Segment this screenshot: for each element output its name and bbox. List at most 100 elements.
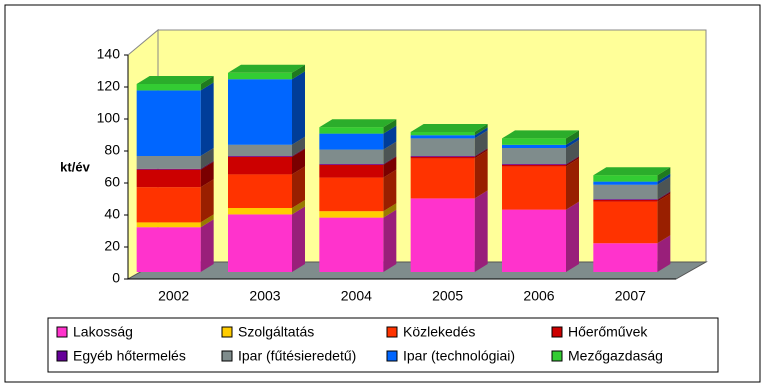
legend-label: Ipar (technológiai): [403, 348, 515, 364]
bar-segment: [502, 209, 566, 272]
bar-segment: [136, 222, 201, 228]
x-tick-label: 2005: [432, 288, 463, 304]
bar-side: [383, 119, 397, 134]
bar-segment: [593, 200, 658, 202]
bar-side: [200, 160, 214, 170]
bar-side: [657, 173, 671, 185]
bar-segment: [319, 211, 384, 218]
bar-segment: [593, 184, 658, 200]
bar-side: [474, 148, 488, 157]
bar-segment: [410, 138, 475, 156]
y-tick-label: 80: [104, 142, 120, 158]
y-tick-label: 20: [104, 238, 120, 254]
bar-segment: [319, 164, 384, 165]
y-tick-label: 0: [112, 270, 120, 286]
legend-label: Lakosság: [73, 324, 133, 340]
y-tick-label: 40: [104, 206, 120, 222]
bar-side: [383, 209, 397, 272]
bar-side: [566, 130, 579, 145]
legend-swatch: [56, 326, 68, 338]
bar-segment: [410, 132, 475, 136]
bar-side: [292, 148, 305, 157]
bar-segment: [228, 144, 292, 156]
bar-side: [292, 64, 305, 80]
bar-segment: [410, 135, 475, 139]
bar-segment: [410, 156, 475, 157]
bar-segment: [410, 198, 475, 272]
bar-segment: [593, 243, 658, 272]
bar-segment: [228, 214, 292, 272]
bar-side: [383, 156, 397, 165]
bar-segment: [593, 175, 658, 182]
bar-segment: [228, 72, 292, 80]
bar-side: [657, 235, 671, 272]
bar-segment: [228, 156, 292, 175]
bar-segment: [228, 174, 292, 208]
legend-swatch: [386, 326, 398, 338]
bar-side: [474, 130, 488, 156]
legend-label: Mezőgazdaság: [568, 348, 663, 364]
x-tick-label: 2004: [341, 288, 372, 304]
bar-segment: [228, 79, 292, 145]
bar-side: [566, 156, 579, 167]
bar-segment: [136, 156, 201, 169]
bar-segment: [410, 156, 475, 159]
bar-side: [383, 156, 397, 178]
legend: [47, 317, 719, 373]
bar-side: [657, 193, 671, 244]
bar-segment: [502, 164, 566, 165]
bar-segment: [319, 217, 384, 272]
bar-side: [474, 127, 488, 139]
bar-top: [136, 76, 214, 84]
bar-segment: [228, 156, 292, 157]
bar-top: [410, 124, 488, 132]
bar-side: [657, 167, 671, 182]
bar-segment: [593, 181, 658, 185]
y-axis-label: kt/év: [60, 159, 90, 174]
bar-segment: [319, 164, 384, 178]
legend-swatch: [221, 326, 233, 338]
x-tick-label: 2006: [523, 288, 554, 304]
y-tick-label: 100: [97, 110, 121, 126]
bar-side: [292, 136, 305, 156]
legend-swatch: [221, 350, 233, 362]
bar-side: [200, 219, 214, 272]
legend-swatch: [551, 350, 563, 362]
bar-side: [200, 179, 214, 223]
bar-side: [383, 125, 397, 150]
bar-side: [292, 206, 305, 272]
bar-segment: [502, 144, 566, 148]
bar-side: [383, 169, 397, 212]
bar-side: [474, 190, 488, 272]
bar-side: [657, 192, 671, 202]
x-tick-label: 2007: [615, 288, 646, 304]
bar-segment: [410, 158, 475, 199]
bar-side: [200, 148, 214, 169]
bar-side: [474, 148, 488, 159]
bar-segment: [319, 149, 384, 164]
bar-segment: [136, 84, 201, 91]
bar-side: [566, 136, 579, 148]
legend-label: Ipar (fűtésieredetű): [238, 348, 356, 364]
bar-side: [474, 150, 488, 199]
legend-label: Szolgáltatás: [238, 324, 314, 340]
bar-side: [566, 201, 579, 272]
bar-segment: [502, 138, 566, 145]
bar-segment: [319, 133, 384, 150]
bar-segment: [502, 164, 566, 167]
bar-side: [657, 176, 671, 200]
legend-label: Egyéb hőtermelés: [73, 348, 186, 364]
bar-side: [200, 82, 214, 156]
bar-segment: [136, 90, 201, 156]
bar-segment: [593, 199, 658, 200]
bar-top: [593, 167, 671, 176]
bar-segment: [319, 177, 384, 212]
y-tick-label: 140: [97, 46, 121, 62]
bar-top: [502, 130, 579, 139]
bar-segment: [136, 187, 201, 223]
bar-segment: [502, 148, 566, 164]
y-tick-label: 60: [104, 174, 120, 190]
y-tick-label: 120: [97, 78, 121, 94]
bar-side: [474, 124, 488, 136]
